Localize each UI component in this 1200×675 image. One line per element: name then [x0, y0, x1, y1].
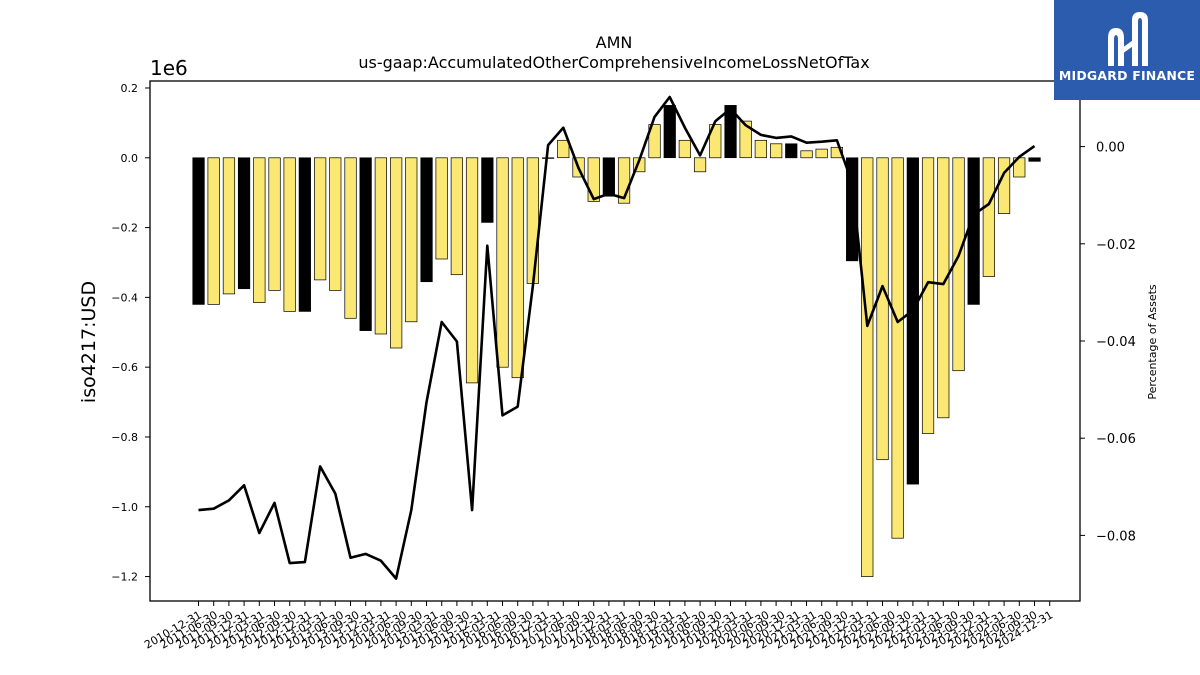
bar: [937, 157, 950, 419]
bar: [785, 143, 798, 159]
y-offset-label: 1e6: [150, 56, 188, 80]
y2-tick-label: −0.04: [1096, 335, 1136, 350]
bar: [329, 157, 342, 291]
bar: [374, 157, 387, 335]
bar: [906, 157, 919, 485]
y-tick-label: −0.2: [111, 222, 138, 235]
bar: [268, 157, 281, 291]
y-tick-label: 0.2: [121, 82, 139, 95]
bar: [739, 120, 752, 159]
bar: [724, 105, 737, 159]
bar: [678, 139, 691, 159]
y2-axis-label: Percentage of Assets: [1146, 284, 1159, 400]
bar: [800, 150, 813, 159]
logo-text: MIDGARD FINANCE: [1058, 68, 1196, 83]
bar: [192, 157, 205, 305]
bar: [541, 157, 555, 159]
bar: [283, 157, 296, 312]
y-tick-label: −0.6: [111, 361, 138, 374]
y2-axis-ticks: 0.00 −0.02 −0.04 −0.06 −0.08: [1080, 141, 1136, 544]
bar: [1028, 157, 1041, 162]
bar-series: [192, 105, 1041, 577]
bar: [511, 157, 524, 379]
chart-subtitle: us-gaap:AccumulatedOtherComprehensiveInc…: [358, 53, 869, 72]
bar: [435, 157, 448, 260]
bar: [693, 157, 707, 173]
bar: [770, 143, 783, 159]
y-tick-label: 0.0: [121, 152, 139, 165]
y2-tick-label: −0.06: [1096, 432, 1136, 447]
bar: [359, 157, 372, 331]
y2-tick-label: 0.00: [1096, 141, 1125, 156]
y2-tick-label: −0.08: [1096, 529, 1136, 544]
x-axis-ticks: 2010-12-312011-06-302011-09-302011-12-31…: [142, 601, 1055, 652]
y-tick-label: −0.8: [111, 431, 138, 444]
bar: [861, 157, 874, 577]
bar: [648, 124, 661, 159]
bar: [253, 157, 266, 303]
y-axis-ticks: 0.2 0.0 −0.2 −0.4 −0.6 −0.8 −1.0 −1.2: [111, 82, 150, 584]
bar: [450, 157, 463, 276]
bar: [921, 157, 935, 434]
bar: [602, 157, 615, 197]
bar: [815, 148, 828, 159]
bar: [967, 157, 980, 305]
bar: [496, 157, 509, 368]
line-series: [198, 95, 1036, 580]
y-tick-label: −1.0: [111, 501, 138, 514]
bar: [891, 157, 904, 539]
midgard-logo: MIDGARD FINANCE: [1054, 0, 1200, 100]
bar: [587, 157, 600, 202]
bar: [846, 157, 859, 262]
bar: [420, 157, 433, 283]
bar: [390, 157, 403, 349]
bar: [754, 139, 767, 159]
bar: [526, 157, 539, 284]
bar: [314, 157, 327, 281]
bar: [465, 157, 479, 384]
bar: [663, 105, 676, 159]
bar: [344, 157, 357, 319]
bar: [481, 157, 494, 223]
bar: [997, 157, 1011, 214]
y-tick-label: −1.2: [111, 571, 138, 584]
bar: [222, 157, 236, 295]
y-axis-label: iso4217:USD: [78, 281, 100, 403]
midgard-logo-icon: [1108, 12, 1148, 66]
bar: [207, 157, 220, 305]
bar: [876, 157, 889, 461]
series-line: [198, 95, 1036, 580]
plot-frame: [149, 80, 1081, 602]
bar: [237, 157, 251, 290]
y2-tick-label: −0.02: [1096, 238, 1136, 253]
bar: [982, 157, 995, 277]
chart-title: AMN: [596, 33, 633, 52]
bar: [298, 157, 311, 312]
bar: [557, 139, 570, 159]
bar: [405, 157, 418, 323]
y-tick-label: −0.4: [111, 291, 138, 304]
